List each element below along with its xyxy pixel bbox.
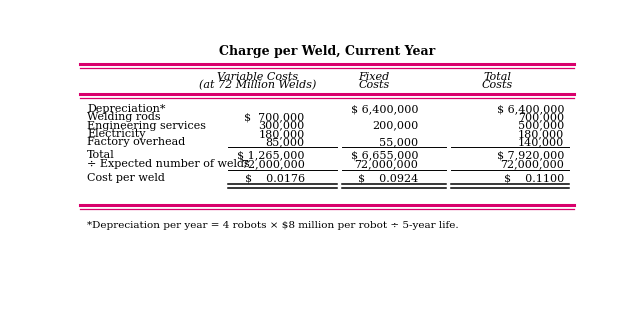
Text: Total: Total (87, 150, 115, 160)
Text: 85,000: 85,000 (265, 137, 305, 147)
Text: Variable Costs: Variable Costs (217, 72, 299, 82)
Text: Charge per Weld, Current Year: Charge per Weld, Current Year (219, 45, 435, 58)
Text: Costs: Costs (359, 80, 390, 90)
Text: 72,000,000: 72,000,000 (355, 159, 419, 169)
Text: Depreciation*: Depreciation* (87, 104, 166, 114)
Text: 500,000: 500,000 (518, 121, 565, 131)
Text: (at 72 Million Welds): (at 72 Million Welds) (199, 80, 316, 90)
Text: 200,000: 200,000 (372, 121, 419, 131)
Text: 180,000: 180,000 (258, 129, 305, 139)
Text: Total: Total (484, 72, 512, 82)
Text: $ 7,920,000: $ 7,920,000 (497, 150, 565, 160)
Text: $    0.0176: $ 0.0176 (244, 174, 305, 183)
Text: 300,000: 300,000 (258, 121, 305, 131)
Text: Electricity: Electricity (87, 129, 145, 139)
Text: ÷ Expected number of welds: ÷ Expected number of welds (87, 159, 250, 169)
Text: Engineering services: Engineering services (87, 121, 206, 131)
Text: Cost per weld: Cost per weld (87, 174, 165, 183)
Text: $ 1,265,000: $ 1,265,000 (237, 150, 305, 160)
Text: 700,000: 700,000 (518, 112, 565, 122)
Text: $ 6,400,000: $ 6,400,000 (351, 104, 419, 114)
Text: 180,000: 180,000 (518, 129, 565, 139)
Text: $    0.0924: $ 0.0924 (358, 174, 419, 183)
Text: Fixed: Fixed (359, 72, 390, 82)
Text: 55,000: 55,000 (380, 137, 419, 147)
Text: *Depreciation per year = 4 robots × $8 million per robot ÷ 5-year life.: *Depreciation per year = 4 robots × $8 m… (87, 220, 459, 230)
Text: 140,000: 140,000 (518, 137, 565, 147)
Text: 72,000,000: 72,000,000 (500, 159, 565, 169)
Text: $ 6,400,000: $ 6,400,000 (497, 104, 565, 114)
Text: Costs: Costs (482, 80, 513, 90)
Text: $  700,000: $ 700,000 (244, 112, 305, 122)
Text: Welding rods: Welding rods (87, 112, 161, 122)
Text: Factory overhead: Factory overhead (87, 137, 186, 147)
Text: $    0.1100: $ 0.1100 (504, 174, 565, 183)
Text: 72,000,000: 72,000,000 (241, 159, 305, 169)
Text: $ 6,655,000: $ 6,655,000 (351, 150, 419, 160)
